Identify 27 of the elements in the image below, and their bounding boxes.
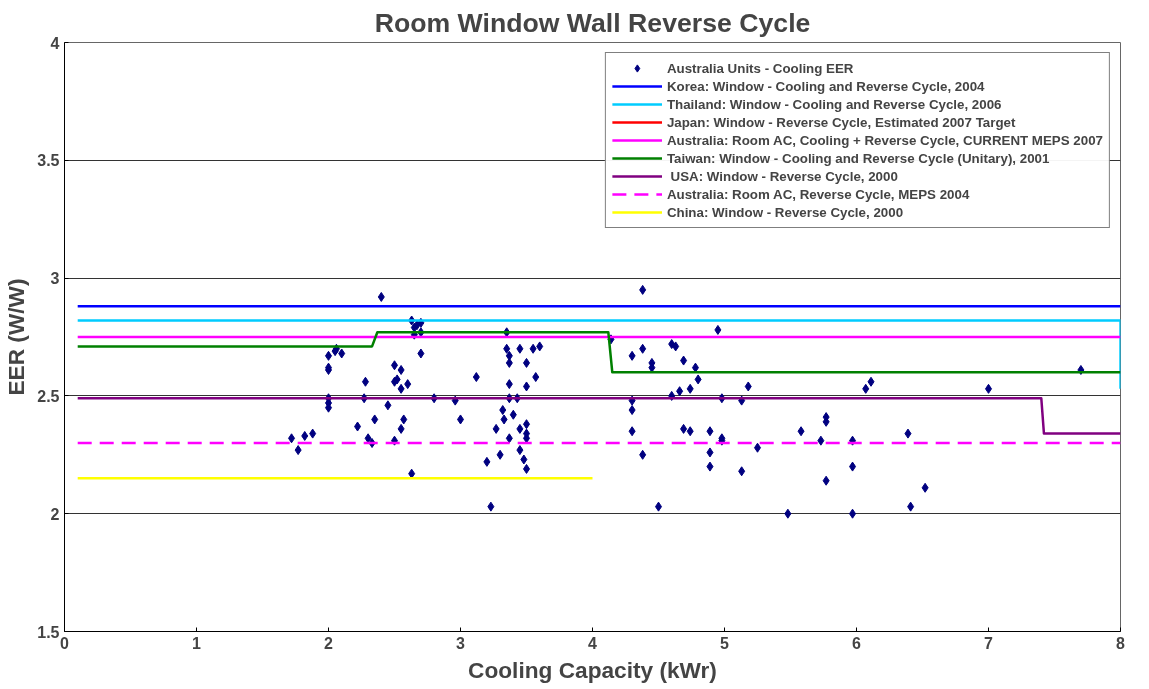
y-tick-label: 2.5: [37, 387, 60, 405]
x-tick-label: 4: [588, 634, 598, 652]
y-tick-label: 1.5: [37, 623, 60, 641]
legend-label: Korea: Window - Cooling and Reverse Cycle, 2004: [666, 77, 985, 95]
y-axis-title: EER (W/W): [3, 278, 30, 396]
x-tick-label: 3: [456, 634, 466, 652]
y-tick-label: 2: [50, 505, 60, 523]
x-tick-label: 2: [324, 634, 334, 652]
x-axis-title: Cooling Capacity (kWr): [468, 656, 717, 683]
legend-label: Australia Units - Cooling EER: [666, 59, 854, 77]
y-tick-label: 3: [50, 270, 60, 288]
y-tick-label: 3.5: [37, 152, 60, 170]
x-tick-label: 8: [1116, 634, 1126, 652]
legend-label: China: Window - Reverse Cycle, 2000: [666, 203, 904, 221]
x-tick-label: 7: [984, 634, 994, 652]
legend-label: Japan: Window - Reverse Cycle, Estimated 2007 Target: [666, 113, 1016, 131]
legend-label: Taiwan: Window - Cooling and Reverse Cycle (Unitary), 2001: [666, 149, 1050, 167]
y-tick-label: 4: [50, 34, 60, 52]
x-tick-label: 6: [852, 634, 862, 652]
legend-label: Australia: Room AC, Cooling + Reverse Cycle, CURRENT MEPS 2007: [666, 131, 1103, 149]
x-tick-label: 1: [192, 634, 202, 652]
x-tick-label: 5: [720, 634, 730, 652]
legend-label: Australia: Room AC, Reverse Cycle, MEPS 2004: [666, 185, 970, 203]
chart-title: Room Window Wall Reverse Cycle: [374, 7, 811, 38]
legend-label: USA: Window - Reverse Cycle, 2000: [669, 167, 898, 185]
legend-label: Thailand: Window - Cooling and Reverse Cycle, 2006: [666, 95, 1002, 113]
x-tick-label: 0: [60, 634, 70, 652]
